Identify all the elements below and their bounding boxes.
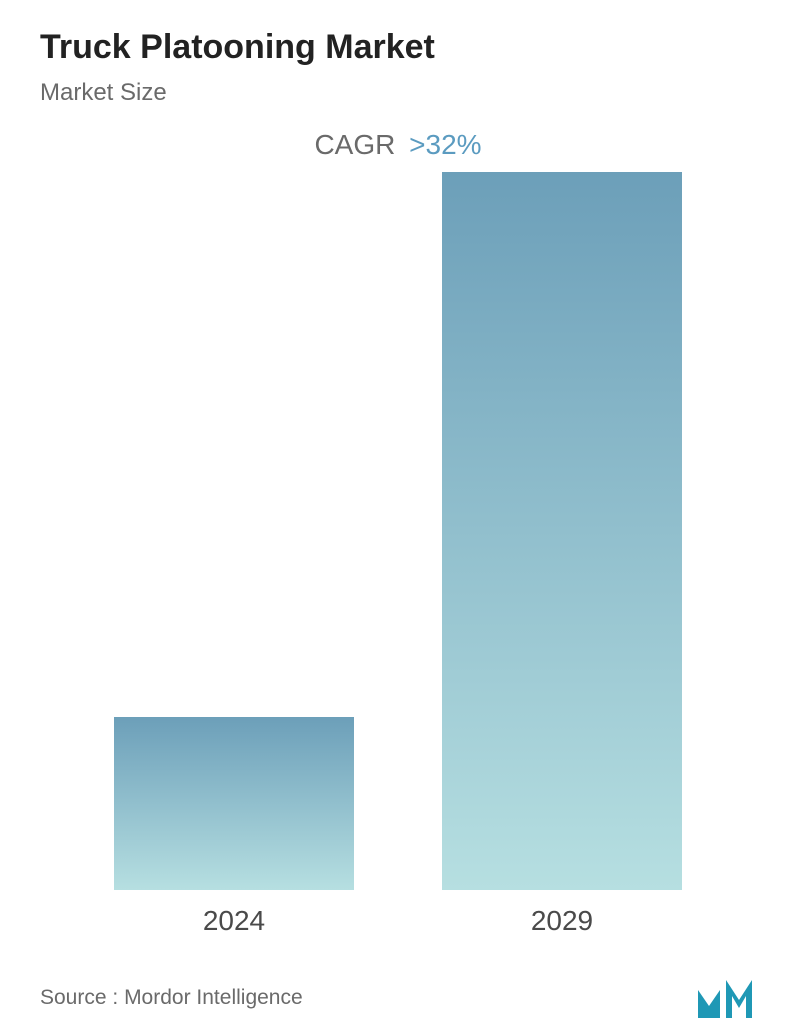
- chart-subtitle: Market Size: [40, 79, 756, 107]
- source-label: Source :: [40, 986, 118, 1009]
- chart-footer: Source : Mordor Intelligence: [40, 978, 756, 1018]
- cagr-value: >32%: [409, 129, 481, 160]
- cagr-label: CAGR: [314, 129, 395, 160]
- bar-2029: [442, 172, 682, 890]
- bar-fill-2029: [442, 172, 682, 890]
- cagr-annotation: CAGR >32%: [40, 129, 756, 161]
- x-label-2029: 2029: [442, 905, 682, 937]
- bar-fill-2024: [114, 717, 354, 890]
- source-name: Mordor Intelligence: [124, 986, 303, 1009]
- x-axis-labels: 2024 2029: [40, 891, 756, 937]
- chart-title: Truck Platooning Market: [40, 28, 756, 67]
- bar-chart: [40, 171, 756, 891]
- bar-2024: [114, 717, 354, 890]
- source-attribution: Source : Mordor Intelligence: [40, 986, 303, 1010]
- mordor-logo-icon: [698, 978, 756, 1018]
- x-label-2024: 2024: [114, 905, 354, 937]
